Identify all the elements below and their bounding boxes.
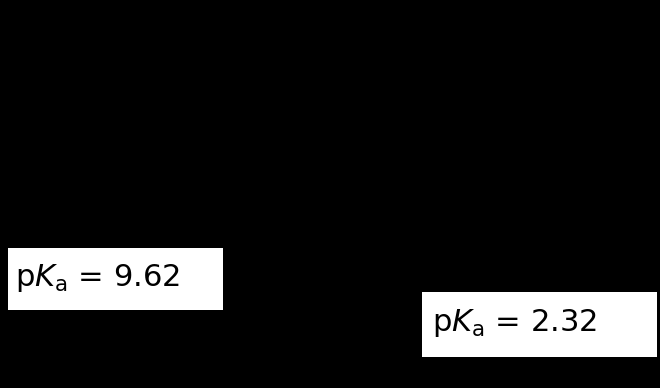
Text: p$\mathit{K}_\mathrm{a}$ = 2.32: p$\mathit{K}_\mathrm{a}$ = 2.32 <box>432 307 597 339</box>
FancyBboxPatch shape <box>422 292 657 357</box>
Text: p$\mathit{K}_\mathrm{a}$ = 9.62: p$\mathit{K}_\mathrm{a}$ = 9.62 <box>15 262 180 294</box>
FancyBboxPatch shape <box>8 248 223 310</box>
